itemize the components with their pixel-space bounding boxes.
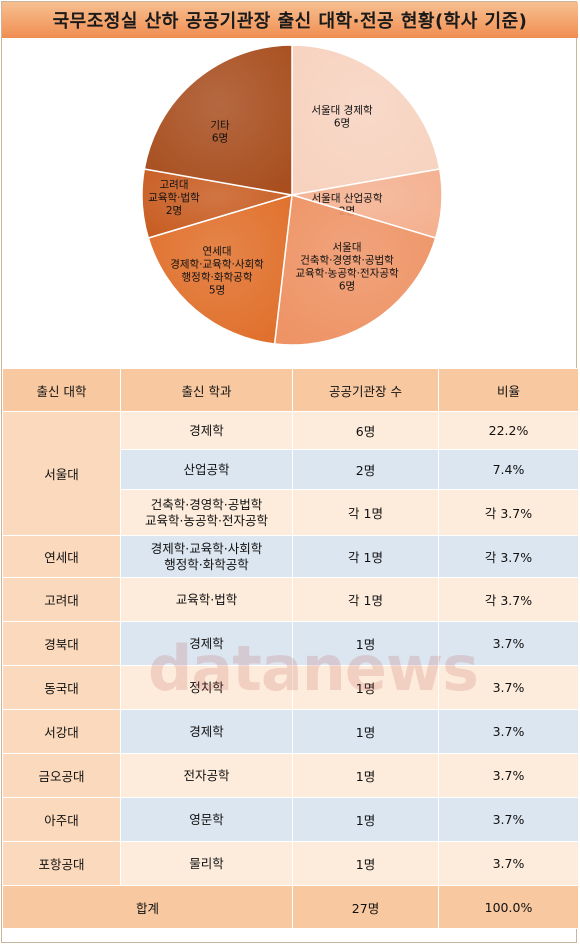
table-row: 건축학·경영학·공법학 교육학·농공학·전자공학 각 1명 각 3.7% bbox=[3, 489, 579, 536]
cell-dept: 정치학 bbox=[120, 665, 293, 710]
cell-count: 1명 bbox=[292, 841, 439, 886]
cell-univ: 연세대 bbox=[2, 535, 121, 578]
data-table: 출신 대학 출신 학과 공공기관장 수 비율 서울대 경제학 6명 22.2% 산업공학… bbox=[2, 368, 579, 929]
cell-ratio: 3.7% bbox=[438, 621, 579, 666]
table-row: 경북대 경제학 1명 3.7% bbox=[2, 621, 579, 666]
cell-count: 각 1명 bbox=[292, 535, 439, 578]
cell-univ: 서울대 bbox=[2, 411, 121, 536]
total-label: 합계 bbox=[2, 885, 293, 929]
title-bar: 국무조정실 산하 공공기관장 출신 대학·전공 현황(학사 기준) bbox=[2, 2, 578, 38]
cell-univ: 금오공대 bbox=[2, 753, 121, 798]
cell-ratio: 3.7% bbox=[438, 753, 579, 798]
table-row: 연세대 경제학·교육학·사회학 행정학·화학공학 각 1명 각 3.7% bbox=[2, 535, 579, 578]
cell-count: 6명 bbox=[292, 411, 439, 450]
cell-univ: 포항공대 bbox=[2, 841, 121, 886]
cell-dept: 건축학·경영학·공법학 교육학·농공학·전자공학 bbox=[120, 489, 293, 536]
table-row: 고려대 교육학·법학 각 1명 각 3.7% bbox=[2, 577, 579, 622]
cell-count: 1명 bbox=[292, 797, 439, 842]
cell-dept: 경제학 bbox=[120, 411, 293, 450]
cell-univ: 아주대 bbox=[2, 797, 121, 842]
cell-count: 각 1명 bbox=[292, 577, 439, 622]
cell-count: 2명 bbox=[292, 449, 439, 490]
cell-dept: 산업공학 bbox=[120, 449, 293, 490]
cell-count: 1명 bbox=[292, 753, 439, 798]
cell-dept: 경제학 bbox=[120, 709, 293, 754]
page-title: 국무조정실 산하 공공기관장 출신 대학·전공 현황(학사 기준) bbox=[52, 11, 528, 32]
header-univ: 출신 대학 bbox=[2, 368, 121, 412]
pie-slice bbox=[273, 194, 437, 346]
cell-univ: 고려대 bbox=[2, 577, 121, 622]
cell-ratio: 3.7% bbox=[438, 709, 579, 754]
cell-count: 각 1명 bbox=[292, 489, 439, 536]
total-ratio: 100.0% bbox=[438, 885, 579, 929]
total-row: 합계 27명 100.0% bbox=[2, 885, 579, 929]
table-row: 서강대 경제학 1명 3.7% bbox=[2, 709, 579, 754]
cell-count: 1명 bbox=[292, 665, 439, 710]
cell-univ: 서강대 bbox=[2, 709, 121, 754]
header-ratio: 비율 bbox=[438, 368, 579, 412]
pie-slice bbox=[143, 44, 293, 196]
cell-dept: 영문학 bbox=[120, 797, 293, 842]
cell-count: 1명 bbox=[292, 621, 439, 666]
pie-slice-label: 연세대 경제학·교육학·사회학 행정학·화학공학 5명 bbox=[170, 246, 264, 297]
table-row: 아주대 영문학 1명 3.7% bbox=[2, 797, 579, 842]
pie-slice-label: 서울대 건축학·경영학·공법학 교육학·농공학·전자공학 6명 bbox=[295, 242, 399, 293]
pie-slice bbox=[291, 44, 441, 196]
cell-univ: 동국대 bbox=[2, 665, 121, 710]
table-row: 금오공대 전자공학 1명 3.7% bbox=[2, 753, 579, 798]
cell-ratio: 3.7% bbox=[438, 797, 579, 842]
cell-dept: 물리학 bbox=[120, 841, 293, 886]
cell-ratio: 각 3.7% bbox=[438, 489, 579, 536]
header-count: 공공기관장 수 bbox=[292, 368, 439, 412]
cell-ratio: 각 3.7% bbox=[438, 535, 579, 578]
cell-ratio: 3.7% bbox=[438, 665, 579, 710]
pie-slice-label: 기타 6명 bbox=[210, 120, 230, 145]
table-header-row: 출신 대학 출신 학과 공공기관장 수 비율 bbox=[2, 368, 579, 412]
total-count: 27명 bbox=[292, 885, 439, 929]
cell-ratio: 22.2% bbox=[438, 411, 579, 450]
cell-dept: 경제학·교육학·사회학 행정학·화학공학 bbox=[120, 535, 293, 578]
table-row: 서울대 경제학 6명 22.2% bbox=[2, 411, 579, 536]
table-row: 동국대 정치학 1명 3.7% bbox=[2, 665, 579, 710]
table-row: 포항공대 물리학 1명 3.7% bbox=[2, 841, 579, 886]
cell-dept: 교육학·법학 bbox=[120, 577, 293, 622]
cell-dept: 전자공학 bbox=[120, 753, 293, 798]
cell-ratio: 7.4% bbox=[438, 449, 579, 490]
pie-slice-label: 서울대 경제학 6명 bbox=[311, 104, 373, 130]
cell-univ: 경북대 bbox=[2, 621, 121, 666]
pie-slice-label: 고려대 교육학·법학 2명 bbox=[148, 179, 200, 217]
cell-ratio: 각 3.7% bbox=[438, 577, 579, 622]
cell-dept: 경제학 bbox=[120, 621, 293, 666]
header-dept: 출신 학과 bbox=[120, 368, 293, 412]
cell-ratio: 3.7% bbox=[438, 841, 579, 886]
pie-slice bbox=[147, 193, 293, 345]
cell-count: 1명 bbox=[292, 709, 439, 754]
